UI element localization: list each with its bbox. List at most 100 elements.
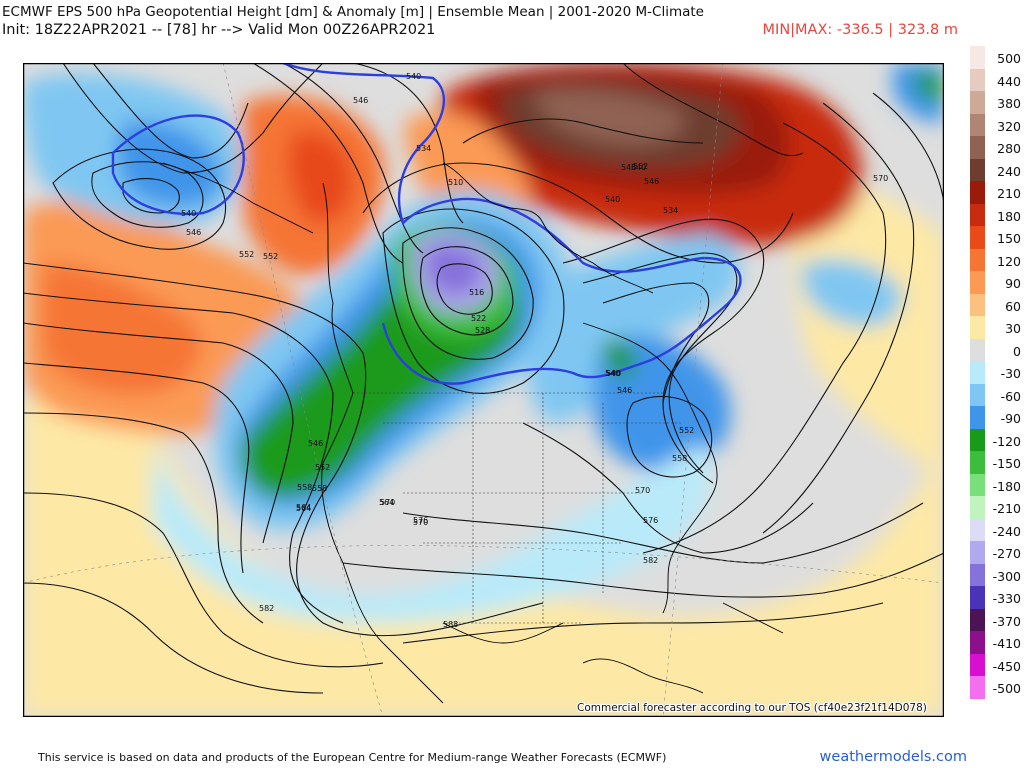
legend-swatch [970, 473, 985, 496]
legend-item: 120 [968, 248, 1024, 271]
legend-swatch [970, 91, 985, 114]
legend-label: -150 [992, 456, 1021, 471]
contour-label: 546 [353, 96, 368, 105]
legend-item: 380 [968, 91, 1024, 114]
legend-label: 30 [1005, 321, 1021, 336]
contour-label: 546 [617, 386, 632, 395]
contour-label: 564 [296, 504, 311, 513]
contour-label: 540 [631, 163, 646, 172]
legend-label: -210 [992, 501, 1021, 516]
contour-label: 552 [315, 463, 330, 472]
legend-item: -370 [968, 608, 1024, 631]
contour-label: 534 [416, 144, 431, 153]
legend-label: -450 [992, 658, 1021, 674]
contour-label: 540 [605, 195, 620, 204]
contour-label: 588 [443, 620, 458, 629]
legend-swatch [970, 158, 985, 181]
legend-label: -30 [1000, 366, 1021, 381]
legend-label: 90 [1005, 276, 1021, 291]
contour-label: 564 [379, 498, 394, 507]
legend-item: -300 [968, 563, 1024, 586]
legend-item: 320 [968, 113, 1024, 136]
legend-item: -90 [968, 406, 1024, 429]
legend-item: -30 [968, 361, 1024, 384]
color-legend: 500 440 380 320 280 240 210 180 150 120 90 60 30 0 -30… [968, 46, 1024, 722]
legend-item: -270 [968, 541, 1024, 564]
legend-label: 120 [997, 253, 1021, 269]
contour-labels: 540 546 534 540 546 552 552 546 540 534 … [181, 72, 888, 629]
legend-swatch [970, 608, 985, 631]
contour-label: 528 [475, 326, 490, 335]
legend-label: -120 [992, 433, 1021, 449]
legend-swatch [970, 271, 985, 294]
legend-swatch [970, 518, 985, 541]
contour-label: 534 [663, 206, 678, 215]
contour-label: 546 [308, 439, 323, 448]
legend-swatch [970, 541, 985, 564]
legend-swatch [970, 406, 985, 429]
legend-item: -60 [968, 383, 1024, 406]
legend-item: 150 [968, 226, 1024, 249]
contour-label: 558 [312, 484, 327, 493]
contour-label: 546 [644, 177, 659, 186]
legend-swatch [970, 113, 985, 136]
legend-label: 320 [997, 118, 1021, 134]
legend-label: 60 [1005, 298, 1021, 314]
contour-label: 510 [448, 178, 463, 187]
legend-swatch [970, 586, 985, 609]
contour-label: 570 [380, 498, 395, 507]
legend-item: 90 [968, 271, 1024, 294]
legend-label: -300 [992, 568, 1021, 584]
legend-item: -120 [968, 428, 1024, 451]
legend-swatch [970, 181, 985, 204]
legend-item: -240 [968, 518, 1024, 541]
legend-label: 180 [997, 208, 1021, 224]
legend-item: -450 [968, 653, 1024, 676]
legend-label: 280 [997, 141, 1021, 156]
legend-swatch [970, 248, 985, 271]
legend-item: 210 [968, 181, 1024, 204]
contour-label: 558 [672, 454, 687, 463]
tos-note: Commercial forecaster according to our T… [577, 702, 927, 714]
map-title: ECMWF EPS 500 hPa Geopotential Height [d… [2, 4, 704, 20]
legend-label: -90 [1000, 411, 1021, 426]
legend-swatch [970, 338, 985, 361]
legend-swatch [970, 383, 985, 406]
contour-label: 546 [621, 163, 636, 172]
legend-label: -180 [992, 478, 1021, 494]
contour-label: 522 [471, 314, 486, 323]
legend-label: -60 [1000, 388, 1021, 404]
legend-label: -500 [992, 681, 1021, 696]
legend-swatch [970, 136, 985, 159]
legend-swatch [970, 451, 985, 474]
legend-label: -410 [992, 636, 1021, 651]
legend-swatch [970, 316, 985, 339]
contour-label: 582 [259, 604, 274, 613]
contour-label: 552 [679, 426, 694, 435]
contour-label: 540 [406, 72, 421, 81]
contour-label: 576 [413, 516, 428, 525]
legend-swatch [970, 653, 985, 676]
legend-item: 180 [968, 203, 1024, 226]
legend-swatch [970, 46, 985, 69]
legend-item: 280 [968, 136, 1024, 159]
legend-label: 440 [997, 73, 1021, 89]
site-link[interactable]: weathermodels.com [819, 749, 967, 765]
contour-540-highlight [111, 63, 742, 385]
legend-swatch [970, 563, 985, 586]
legend-item: -410 [968, 631, 1024, 654]
legend-swatch [970, 68, 985, 91]
legend-label: 380 [997, 96, 1021, 111]
contour-label: 570 [873, 174, 888, 183]
contour-label: 576 [643, 516, 658, 525]
legend-swatch [970, 203, 985, 226]
legend-item: -150 [968, 451, 1024, 474]
legend-label: -370 [992, 613, 1021, 629]
legend-item: -210 [968, 496, 1024, 519]
legend-swatch [970, 428, 985, 451]
legend-item: 0 [968, 338, 1024, 361]
contour-label: 582 [643, 556, 658, 565]
legend-label: 210 [997, 186, 1021, 201]
footer-credit: This service is based on data and produc… [38, 751, 667, 764]
legend-label: -270 [992, 546, 1021, 561]
